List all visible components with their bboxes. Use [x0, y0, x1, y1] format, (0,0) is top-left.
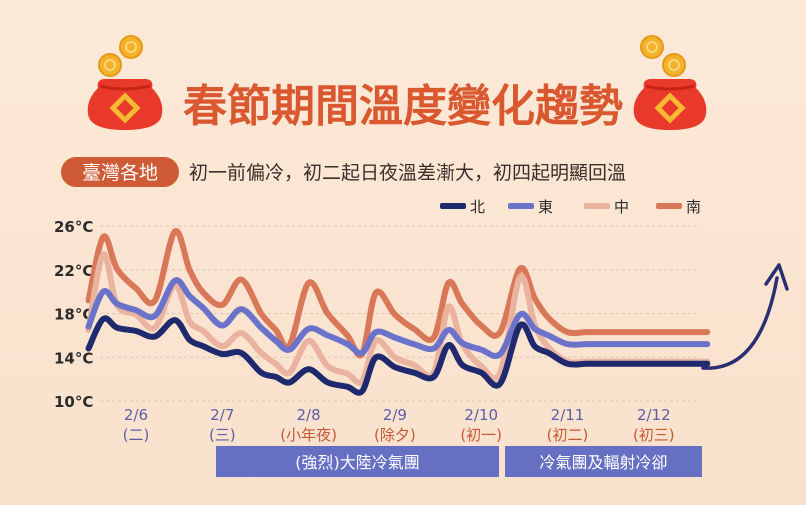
legend-label: 北: [470, 198, 485, 216]
legend: 北東中南: [440, 198, 701, 216]
legend-label: 東: [538, 198, 553, 216]
region-tag-label: 臺灣各地: [82, 162, 158, 184]
series-line-north: [85, 315, 711, 396]
x-tick-label: 2/9: [383, 406, 407, 424]
legend-swatch: [508, 203, 534, 209]
subtitle: 初一前偏冷，初二起日夜溫差漸大，初四起明顯回溫: [189, 162, 626, 184]
curved-arrow-up-icon: [701, 263, 789, 370]
series-line-east: [85, 277, 711, 359]
x-tick-label: 2/7: [210, 406, 234, 424]
region-tag: [61, 157, 179, 187]
x-tick-label: 2/11: [551, 406, 585, 424]
x-tick-sublabel: (小年夜): [280, 426, 337, 444]
legend-swatch: [584, 203, 610, 209]
weather-band: [216, 446, 499, 477]
weather-band: [505, 446, 702, 477]
x-tick-label: 2/12: [637, 406, 671, 424]
y-tick-label: 14°C: [54, 349, 93, 367]
x-tick-sublabel: (三): [209, 426, 236, 444]
weather-band-label: 冷氣團及輻射冷卻: [539, 453, 667, 472]
weather-band-label: (強烈)大陸冷氣團: [295, 453, 420, 472]
x-tick-sublabel: (二): [123, 426, 150, 444]
x-axis: 2/6 (二) 2/7 (三) 2/8 (小年夜) 2/9 (除夕) 2/10 (初一) 2/11 (…: [123, 406, 675, 444]
x-tick-sublabel: (除夕): [374, 426, 416, 444]
y-tick-label: 18°C: [54, 306, 93, 324]
legend-label: 中: [614, 198, 629, 216]
legend-swatch: [440, 203, 466, 209]
y-tick-label: 26°C: [54, 218, 93, 236]
x-tick-sublabel: (初一): [460, 426, 502, 444]
legend-label: 南: [686, 198, 701, 216]
weather-bands: (強烈)大陸冷氣團 冷氣團及輻射冷卻: [216, 446, 702, 477]
red-envelope-icon: [633, 35, 707, 130]
x-tick-label: 2/6: [124, 406, 148, 424]
series-group: [85, 228, 711, 396]
x-tick-sublabel: (初二): [547, 426, 589, 444]
legend-swatch: [656, 203, 682, 209]
x-tick-label: 2/10: [464, 406, 498, 424]
y-axis: 10°C 14°C 18°C 22°C 26°C: [54, 218, 93, 411]
y-tick-label: 10°C: [54, 393, 93, 411]
y-tick-label: 22°C: [54, 262, 93, 280]
x-tick-label: 2/8: [297, 406, 321, 424]
x-tick-sublabel: (初三): [633, 426, 675, 444]
page-title: 春節期間溫度變化趨勢: [183, 81, 623, 132]
red-envelope-icon: [87, 35, 163, 130]
series-line-south: [85, 228, 711, 359]
